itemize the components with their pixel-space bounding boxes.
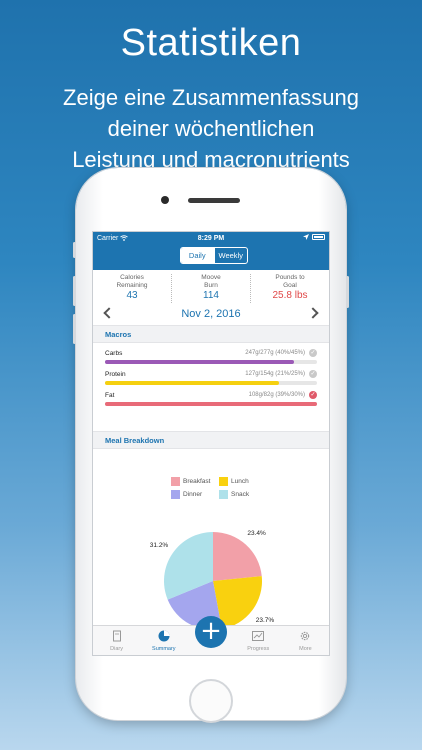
date-navigator: Nov 2, 2016 (93, 303, 329, 325)
legend-swatch (171, 490, 180, 499)
current-date[interactable]: Nov 2, 2016 (181, 308, 241, 320)
macro-track (105, 381, 317, 385)
tab-diary[interactable]: Diary (93, 626, 140, 655)
legend-item: Snack (219, 490, 249, 499)
macro-row: Carbs 247g/277g (40%/45%) ✓ (105, 349, 317, 371)
stat-value: 114 (203, 290, 219, 301)
pie-slice-snack (164, 532, 213, 600)
meal-breakdown-chart: Breakfast Lunch Dinner Snack 23.4% 23.7% 3… (93, 449, 329, 627)
pie-value-label: 23.7% (256, 617, 275, 624)
macro-detail: 108g/82g (39%/30%) (248, 392, 305, 398)
macro-track (105, 360, 317, 364)
tab-label: More (299, 646, 312, 652)
progress-icon (252, 631, 265, 641)
chevron-right-icon[interactable] (307, 307, 319, 319)
wifi-icon (120, 235, 129, 242)
tab-daily[interactable]: Daily (181, 248, 214, 263)
macros-list: Carbs 247g/277g (40%/45%) ✓ Protein 127g… (93, 343, 329, 431)
stat-value: 25.8 lbs (272, 290, 308, 301)
macro-bar (105, 381, 279, 385)
battery-icon (312, 234, 325, 240)
macro-bar (105, 402, 317, 406)
volume-down-button (73, 314, 76, 344)
nav-bar: Carrier 8:29 PM Daily Weekly (93, 232, 329, 270)
pie-chart: 23.4% 23.7% 31.2% (150, 530, 275, 627)
phone-frame: Carrier 8:29 PM Daily Weekly (73, 168, 349, 723)
earpiece-speaker (188, 198, 240, 203)
status-time: 8:29 PM (197, 235, 225, 242)
tab-bar: Diary Summary + Progress (93, 616, 329, 655)
legend-item: Breakfast (171, 477, 210, 486)
tab-add[interactable]: + (187, 616, 234, 655)
plus-icon[interactable]: + (195, 616, 227, 648)
macro-bar (105, 360, 294, 364)
location-icon (303, 234, 309, 240)
pie-value-label: 31.2% (150, 542, 169, 549)
macros-header: Macros (93, 325, 329, 343)
tab-label: Diary (110, 646, 124, 652)
macro-name: Fat (105, 392, 115, 399)
macro-row: Fat 108g/82g (39%/30%) ✓ (105, 391, 317, 413)
legend-item: Lunch (219, 477, 249, 486)
macro-name: Carbs (105, 350, 123, 357)
promo-line: deiner wöchentlichen (107, 116, 315, 141)
legend-swatch (219, 477, 228, 486)
pie-slice-lunch (213, 576, 262, 627)
meal-breakdown-header: Meal Breakdown (93, 431, 329, 449)
tab-progress[interactable]: Progress (235, 626, 282, 655)
chevron-left-icon[interactable] (103, 307, 115, 319)
status-bar: Carrier 8:29 PM (93, 232, 329, 244)
stat-burn: Moove Burn 114 (171, 274, 250, 303)
gear-icon (301, 631, 310, 641)
stat-goal: Pounds to Goal 25.8 lbs (250, 274, 329, 303)
promo-subline: Zeige eine Zusammenfassung deiner wöchen… (0, 82, 422, 175)
summary-icon (158, 630, 170, 642)
macro-row: Protein 127g/154g (21%/25%) ✓ (105, 370, 317, 392)
stat-calories: Calories Remaining 43 (93, 274, 171, 303)
macro-track (105, 402, 317, 406)
pie-slice-dinner (167, 581, 222, 627)
period-toggle[interactable]: Daily Weekly (180, 247, 248, 264)
power-button (346, 276, 349, 308)
tab-more[interactable]: More (282, 626, 329, 655)
stat-value: 43 (126, 290, 138, 301)
front-camera (161, 196, 169, 204)
carrier-label: Carrier (97, 235, 129, 242)
pie-value-label: 23.4% (247, 530, 266, 537)
legend-swatch (219, 490, 228, 499)
legend-item: Dinner (171, 490, 202, 499)
promo-line: Leistung und macronutrients (72, 147, 350, 172)
diary-icon (112, 630, 121, 642)
check-icon: ✓ (309, 370, 317, 378)
legend-swatch (171, 477, 180, 486)
volume-up-button (73, 276, 76, 306)
check-icon: ✓ (309, 349, 317, 357)
macro-detail: 127g/154g (21%/25%) (245, 371, 305, 377)
pie-slice-breakfast (213, 532, 262, 581)
check-icon: ✓ (309, 391, 317, 399)
macro-name: Protein (105, 371, 126, 378)
promo-line: Zeige eine Zusammenfassung (63, 85, 359, 110)
tab-label: Progress (247, 646, 270, 652)
tab-summary[interactable]: Summary (140, 626, 187, 655)
tab-label: Summary (152, 646, 176, 652)
tab-weekly[interactable]: Weekly (213, 248, 248, 263)
app-screen: Carrier 8:29 PM Daily Weekly (92, 231, 330, 656)
mute-switch (73, 242, 76, 258)
promo-headline: Statistiken (120, 22, 302, 64)
macro-detail: 247g/277g (40%/45%) (245, 350, 305, 356)
home-button[interactable] (189, 679, 233, 723)
stats-row: Calories Remaining 43 Moove Burn 114 Pou… (93, 270, 329, 303)
